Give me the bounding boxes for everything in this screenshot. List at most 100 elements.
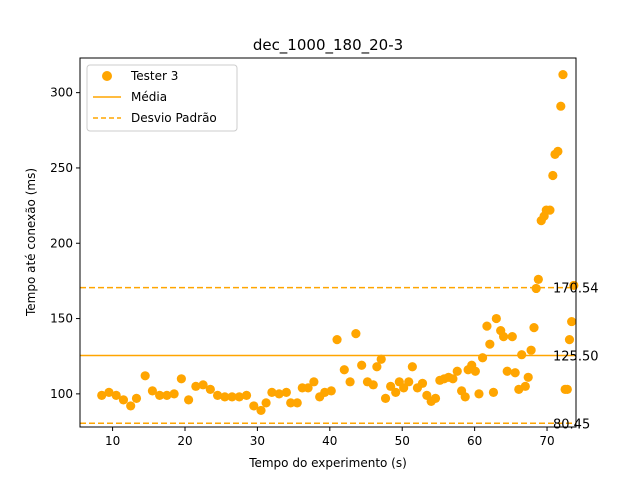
data-point-28 (292, 398, 302, 408)
data-point-8 (155, 390, 165, 400)
data-point-18 (227, 392, 237, 402)
data-point-21 (249, 401, 259, 411)
data-point-52 (417, 378, 428, 388)
reference-line-label-170-54: 170.54 (553, 282, 599, 297)
data-point-68 (482, 321, 492, 331)
data-point-41 (368, 380, 378, 390)
data-point-11 (176, 374, 186, 384)
x-tick-label-20: 20 (177, 434, 192, 448)
data-point-30 (303, 383, 313, 393)
data-point-5 (131, 393, 142, 403)
legend-label-tester-3: Tester 3 (130, 69, 178, 83)
data-point-96 (564, 335, 575, 345)
data-point-36 (339, 365, 349, 375)
data-point-31 (309, 377, 319, 387)
data-point-59 (448, 374, 458, 384)
x-tick-label-60: 60 (467, 434, 482, 448)
reference-line-label-125-50: 125.50 (553, 349, 599, 364)
data-point-80 (523, 372, 533, 382)
data-points (97, 69, 579, 416)
data-point-79 (520, 381, 530, 391)
data-point-42 (372, 362, 382, 372)
legend-label-desvio-padrao: Desvio Padrão (131, 111, 217, 125)
data-point-81 (526, 345, 536, 355)
data-point-4 (126, 401, 136, 411)
data-point-0 (97, 390, 107, 400)
data-point-78 (517, 350, 527, 360)
data-point-23 (261, 398, 271, 408)
x-axis-ticks: 10 20 30 40 50 60 70 (105, 427, 555, 448)
data-point-97 (567, 316, 577, 327)
data-point-25 (274, 389, 284, 399)
data-point-26 (281, 387, 291, 397)
data-point-1 (104, 387, 114, 397)
data-point-60 (452, 366, 462, 376)
data-point-49 (404, 377, 414, 387)
data-point-89 (548, 170, 558, 181)
data-point-74 (502, 366, 512, 376)
data-point-37 (345, 377, 355, 387)
plot-frame (79, 57, 577, 428)
y-tick-label-200: 200 (50, 236, 73, 250)
data-point-3 (118, 395, 129, 405)
y-axis-ticks: 100 150 200 250 300 (50, 86, 80, 401)
data-point-39 (357, 360, 367, 370)
data-point-13 (191, 381, 201, 391)
data-point-20 (241, 390, 252, 400)
legend-marker-tester-3 (102, 71, 112, 81)
data-point-9 (162, 390, 172, 400)
data-point-50 (407, 362, 417, 372)
x-tick-label-50: 50 (395, 434, 410, 448)
data-point-48 (399, 383, 409, 393)
data-point-17 (220, 392, 230, 402)
data-point-24 (267, 387, 277, 397)
data-point-91 (553, 146, 563, 156)
x-tick-label-10: 10 (105, 434, 120, 448)
data-point-82 (529, 322, 539, 333)
data-point-35 (332, 335, 342, 345)
y-tick-label-150: 150 (50, 312, 73, 326)
data-point-75 (507, 332, 517, 342)
data-point-27 (286, 398, 296, 408)
data-point-71 (491, 313, 501, 324)
data-point-65 (470, 366, 480, 376)
legend-label-media: Média (131, 90, 167, 104)
legend: Tester 3 Média Desvio Padrão (86, 64, 238, 132)
data-point-69 (485, 339, 495, 349)
data-point-7 (147, 386, 158, 396)
data-point-66 (474, 389, 484, 399)
data-point-67 (477, 353, 488, 363)
data-point-22 (256, 405, 266, 416)
data-point-62 (460, 392, 470, 402)
reference-line-label-80-45: 80.45 (553, 417, 590, 432)
data-point-95 (562, 384, 572, 394)
chart-title: dec_1000_180_20-3 (253, 36, 403, 55)
data-point-46 (391, 387, 401, 397)
y-tick-label-100: 100 (50, 387, 73, 401)
data-point-88 (545, 205, 555, 215)
x-tick-label-40: 40 (322, 434, 337, 448)
x-tick-label-70: 70 (539, 434, 554, 448)
data-point-15 (205, 384, 215, 394)
data-point-70 (488, 387, 499, 397)
reference-lines (80, 286, 576, 425)
x-axis-label: Tempo do experimento (s) (248, 456, 407, 470)
data-point-14 (198, 380, 208, 390)
data-point-6 (140, 371, 150, 381)
data-point-16 (212, 390, 223, 400)
data-point-45 (386, 381, 396, 391)
data-point-12 (184, 395, 194, 405)
data-point-19 (234, 392, 244, 402)
data-point-55 (430, 393, 441, 403)
data-point-10 (169, 389, 179, 399)
data-point-73 (498, 332, 509, 342)
data-point-38 (351, 329, 361, 339)
reference-line-labels: 125.50 170.54 80.45 (553, 282, 599, 433)
data-point-83 (531, 283, 541, 294)
data-point-92 (556, 101, 566, 111)
legend-box (86, 64, 238, 132)
y-tick-label-300: 300 (50, 86, 73, 100)
data-point-93 (558, 69, 568, 80)
